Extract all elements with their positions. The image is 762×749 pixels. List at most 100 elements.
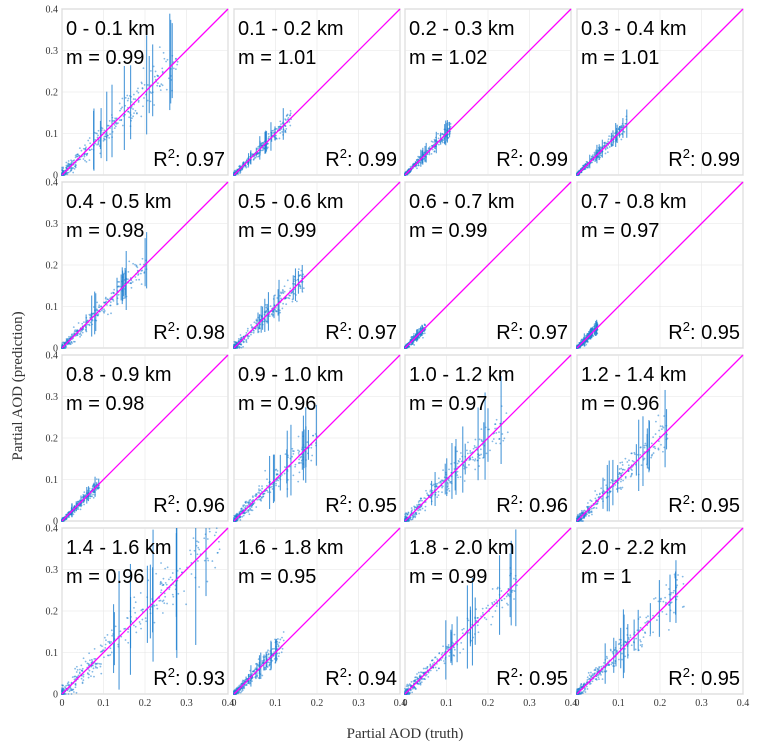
scatter-point [498,431,500,434]
scatter-point [411,514,414,517]
scatter-point [297,268,300,271]
scatter-point [208,527,211,530]
scatter-point [437,132,439,135]
scatter-point [421,499,423,502]
scatter-point [233,340,236,343]
scatter-point [107,124,110,127]
scatter-point [95,662,97,665]
scatter-point [606,147,609,150]
scatter-point [278,652,281,655]
scatter-point [101,127,104,130]
scatter-point [96,662,99,665]
scatter-point [61,169,64,172]
scatter-point [621,468,624,471]
scatter-point [246,509,249,512]
scatter-point [240,507,243,510]
scatter-point [88,313,91,316]
scatter-point [296,300,298,303]
scatter-point [110,651,113,654]
scatter-point [252,496,254,499]
y-tick-label: 0 [53,344,58,355]
scatter-point [75,671,78,673]
scatter-point [68,516,70,519]
scatter-point [190,573,193,575]
scatter-point [172,67,175,70]
scatter-point [61,684,64,687]
scatter-point [161,600,164,603]
scatter-point [168,588,171,591]
scatter-point [422,336,424,339]
scatter-point [77,322,80,324]
scatter-point [109,653,112,656]
scatter-point [149,100,152,103]
scatter-point [652,436,655,438]
r2-superscript: 2 [511,319,518,334]
scatter-point [242,345,245,348]
scatter-point [235,515,238,517]
scatter-point [158,85,161,87]
scatter-point [140,115,143,118]
r2-value: : 0.95 [347,495,397,517]
scatter-point [124,96,127,99]
scatter-point [80,677,83,680]
r2-letter: R [496,149,510,171]
scatter-point [418,512,421,515]
scatter-point [106,654,109,657]
scatter-point [83,503,85,506]
scatter-point [628,459,630,462]
scatter-point [171,593,174,596]
scatter-point [252,158,255,161]
scatter-point [286,279,289,282]
scatter-point [260,142,262,145]
scatter-point [447,487,450,490]
scatter-point [590,155,593,158]
scatter-point [154,70,157,73]
scatter-point [139,623,142,625]
scatter-point [84,159,86,162]
scatter-point [141,269,144,272]
r2-value: : 0.97 [518,322,568,344]
scatter-point [176,60,179,63]
scatter-point [239,171,242,174]
scatter-point [578,170,580,172]
scatter-point [169,576,172,579]
r2-value: : 0.97 [175,149,225,171]
scatter-point [88,669,91,672]
scatter-point [65,161,68,164]
scatter-point [242,514,245,517]
scatter-point [310,446,313,449]
scatter-point [603,144,606,146]
scatter-point [582,165,585,168]
r2-superscript: 2 [168,492,175,507]
scatter-point [639,446,642,448]
y-tick-label: 0.1 [46,129,59,140]
scatter-point [586,505,588,508]
r2-superscript: 2 [683,319,690,334]
scatter-point [140,283,143,286]
scatter-point [252,503,255,506]
scatter-point [238,345,240,348]
scatter-point [165,88,168,91]
panel-slope-label: m = 0.98 [66,393,144,415]
panel-r2-label: R2: 0.96 [496,492,568,517]
scatter-point [627,464,630,467]
scatter-point [631,459,634,462]
y-tick-label: 0.2 [46,607,59,618]
scatter-point [312,434,314,437]
scatter-point [84,144,86,147]
scatter-point [163,602,166,605]
scatter-point [604,148,607,151]
scatter-point [137,101,140,103]
r2-letter: R [325,149,339,171]
scatter-point [259,499,262,501]
scatter-point [94,142,97,145]
scatter-point [474,458,477,461]
scatter-point [620,480,622,483]
scatter-point [162,51,165,54]
scatter-point [233,343,236,346]
scatter-point [409,517,412,520]
scatter-point [88,324,91,327]
scatter-point [247,501,249,504]
scatter-point [82,675,85,678]
